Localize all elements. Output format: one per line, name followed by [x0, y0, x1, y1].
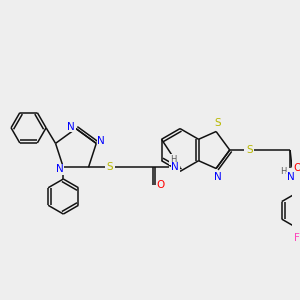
Text: H: H [280, 167, 286, 176]
Text: S: S [106, 162, 113, 172]
Text: N: N [214, 172, 222, 182]
Text: N: N [171, 162, 179, 172]
Text: N: N [67, 122, 75, 132]
Text: F: F [294, 232, 300, 243]
Text: O: O [156, 180, 165, 190]
Text: O: O [294, 163, 300, 172]
Text: S: S [246, 145, 253, 155]
Text: N: N [56, 164, 63, 174]
Text: N: N [97, 136, 105, 146]
Text: H: H [170, 155, 176, 164]
Text: S: S [215, 118, 221, 128]
Text: N: N [287, 172, 295, 182]
